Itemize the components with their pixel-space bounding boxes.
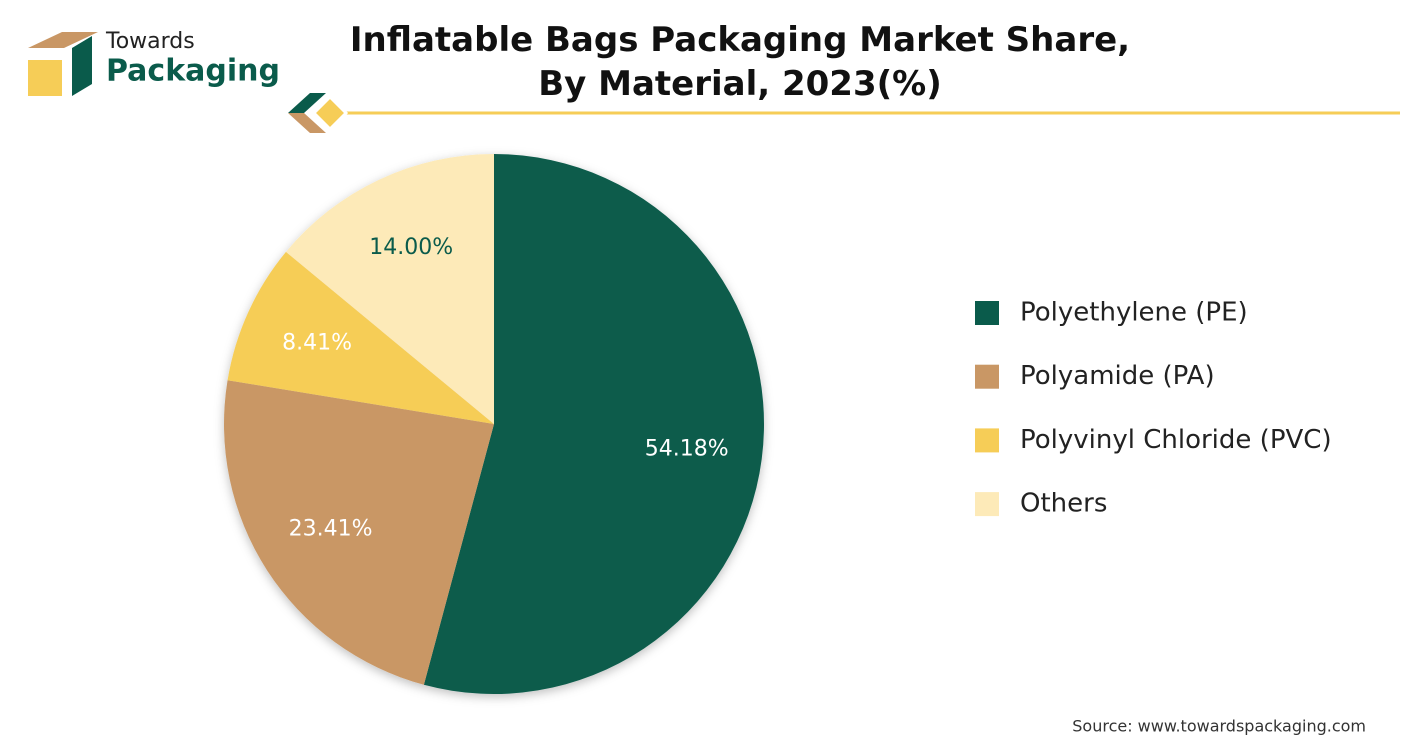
brand-line1: Towards	[105, 29, 195, 54]
legend-swatch	[975, 492, 999, 517]
data-label: 8.41%	[282, 331, 352, 356]
legend-label: Polyethylene (PE)	[1020, 298, 1248, 328]
data-label: 14.00%	[369, 235, 453, 260]
legend-swatch	[975, 364, 999, 389]
pie-slice	[423, 154, 765, 695]
pie	[223, 154, 765, 695]
source: Source: www.towardspackaging.com	[1072, 717, 1366, 736]
brand-line2: Packaging	[106, 54, 280, 89]
pie-slice	[223, 380, 494, 685]
legend-swatch	[975, 428, 999, 453]
pie-slice	[227, 251, 494, 424]
logo: Towards Packaging	[28, 29, 280, 96]
pie-slice	[285, 154, 494, 424]
chart-title: Inflatable Bags Packaging Market Share, …	[349, 20, 1131, 104]
legend-swatch	[975, 301, 999, 325]
title-rule	[288, 93, 1400, 133]
legend-label: Polyamide (PA)	[1020, 361, 1215, 391]
data-label: 54.18%	[645, 436, 729, 461]
data-label: 23.41%	[289, 516, 373, 541]
legend-label: Polyvinyl Chloride (PVC)	[1020, 425, 1332, 455]
legend-label: Others	[1020, 489, 1107, 519]
